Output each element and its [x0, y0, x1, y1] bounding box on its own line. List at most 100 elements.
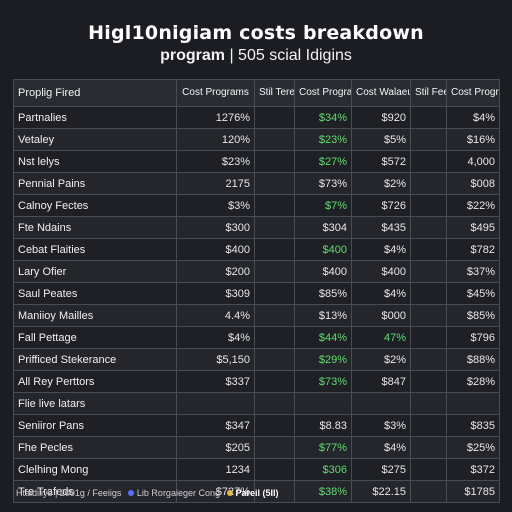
footer-left: Htaidiliye | 2001g / Feeiigs [16, 488, 122, 498]
table-cell: $835 [446, 414, 500, 437]
table-cell [410, 414, 447, 437]
table-row: Nst lelys $23% $27% $572 4,000 [13, 150, 500, 173]
table-cell [410, 304, 447, 327]
table-row: Saul Peates $309 $85% $4% $45% [13, 282, 500, 305]
table-cell: $400 [176, 238, 255, 261]
table-cell [254, 106, 295, 129]
table-cell [410, 326, 447, 349]
table-cell: $7% [294, 194, 352, 217]
table-cell [410, 370, 447, 393]
page-title: Higl10nigiam costs breakdown [88, 22, 424, 44]
table-cell: $8.83 [294, 414, 352, 437]
table-cell: $34% [294, 106, 352, 129]
table-cell: 4.4% [176, 304, 255, 327]
table-row: Fall Pettage $4% $44% 47% $796 [13, 326, 500, 349]
table-cell [254, 480, 295, 503]
table-cell: 47% [351, 326, 411, 349]
table-cell [254, 282, 295, 305]
table-cell [351, 392, 411, 415]
table-cell: 2175 [176, 172, 255, 195]
row-label: Calnoy Fectes [13, 194, 177, 217]
row-label: Fall Pettage [13, 326, 177, 349]
table-cell [410, 436, 447, 459]
table-cell: $495 [446, 216, 500, 239]
table-cell: 1234 [176, 458, 255, 481]
table-row: Tre Trafeds $727% $38% $22.15 $1785 [13, 480, 500, 503]
table-cell [410, 238, 447, 261]
column-header: Cost Programs [294, 79, 352, 107]
row-label: Flie live latars [13, 392, 177, 415]
table-cell [410, 260, 447, 283]
table-cell: $5,150 [176, 348, 255, 371]
row-label: Lary Ofier [13, 260, 177, 283]
page-subtitle: program | 505 scial Idigins [0, 47, 512, 65]
table-cell: $435 [351, 216, 411, 239]
table-cell: 4,000 [446, 150, 500, 173]
table-cell: $205 [176, 436, 255, 459]
subtitle-rest: | 505 scial Idigins [225, 47, 352, 64]
column-header: Cost Walaeus [351, 79, 411, 107]
table-row: Fhe Pecles $205 $77% $4% $25% [13, 436, 500, 459]
table-cell [176, 392, 255, 415]
table-cell: $572 [351, 150, 411, 173]
table-cell [254, 216, 295, 239]
table-cell [254, 194, 295, 217]
table-cell: $3% [351, 414, 411, 437]
table-cell [410, 458, 447, 481]
table-cell [254, 238, 295, 261]
table-cell: $5% [351, 128, 411, 151]
row-label: Clelhing Mong [13, 458, 177, 481]
table-cell [410, 348, 447, 371]
table-cell [254, 392, 295, 415]
table-cell: $1785 [446, 480, 500, 503]
table-cell [410, 216, 447, 239]
table-cell [410, 128, 447, 151]
row-label: Saul Peates [13, 282, 177, 305]
legend-dot-blue [127, 490, 134, 496]
footer: Htaidiliye | 2001g / Feeiigs Lib Rorgaie… [16, 488, 506, 498]
table-cell: $73% [294, 370, 352, 393]
table-cell: $200 [176, 260, 255, 283]
row-label: Seniiror Pans [13, 414, 177, 437]
table-cell: $726 [351, 194, 411, 217]
table-cell: $4% [176, 326, 255, 349]
table-row: All Rey Perttors $337 $73% $847 $28% [13, 370, 500, 393]
table-row: Vetaley 120% $23% $5% $16% [13, 128, 500, 151]
table-cell [410, 172, 447, 195]
row-label: Nst lelys [13, 150, 177, 173]
table-cell: $782 [446, 238, 500, 261]
table-cell: $4% [351, 282, 411, 305]
table-cell [446, 392, 500, 415]
table-cell [254, 326, 295, 349]
table-cell: $3% [176, 194, 255, 217]
table-cell: $73% [294, 172, 352, 195]
table-cell: $16% [446, 128, 500, 151]
table-cell: $77% [294, 436, 352, 459]
table-cell: $28% [446, 370, 500, 393]
table-body: Partnalies 1276% $34% $920 $4% Vetaley 120% $23… [13, 106, 500, 503]
table-cell [254, 370, 295, 393]
table-cell: $44% [294, 326, 352, 349]
table-cell: $22.15 [351, 480, 411, 503]
table-cell [294, 392, 352, 415]
row-label: Fhe Pecles [13, 436, 177, 459]
column-header: Cost Programs [176, 79, 255, 107]
row-label: Maniioy Mailles [13, 304, 177, 327]
table-cell [254, 414, 295, 437]
subtitle-bold: program [160, 47, 225, 64]
table-cell: $920 [351, 106, 411, 129]
table-row: Flie live latars [13, 392, 500, 415]
column-header: Cost Programs [446, 79, 500, 107]
table-cell: $847 [351, 370, 411, 393]
table-row: Partnalies 1276% $34% $920 $4% [13, 106, 500, 129]
row-label: Cebat Flaities [13, 238, 177, 261]
table-cell: $27% [294, 150, 352, 173]
table-cell: $372 [446, 458, 500, 481]
table-cell: $300 [176, 216, 255, 239]
table-cell: $85% [446, 304, 500, 327]
table-cell: $000 [351, 304, 411, 327]
table-cell [410, 480, 447, 503]
table-cell [410, 392, 447, 415]
table-cell [254, 436, 295, 459]
